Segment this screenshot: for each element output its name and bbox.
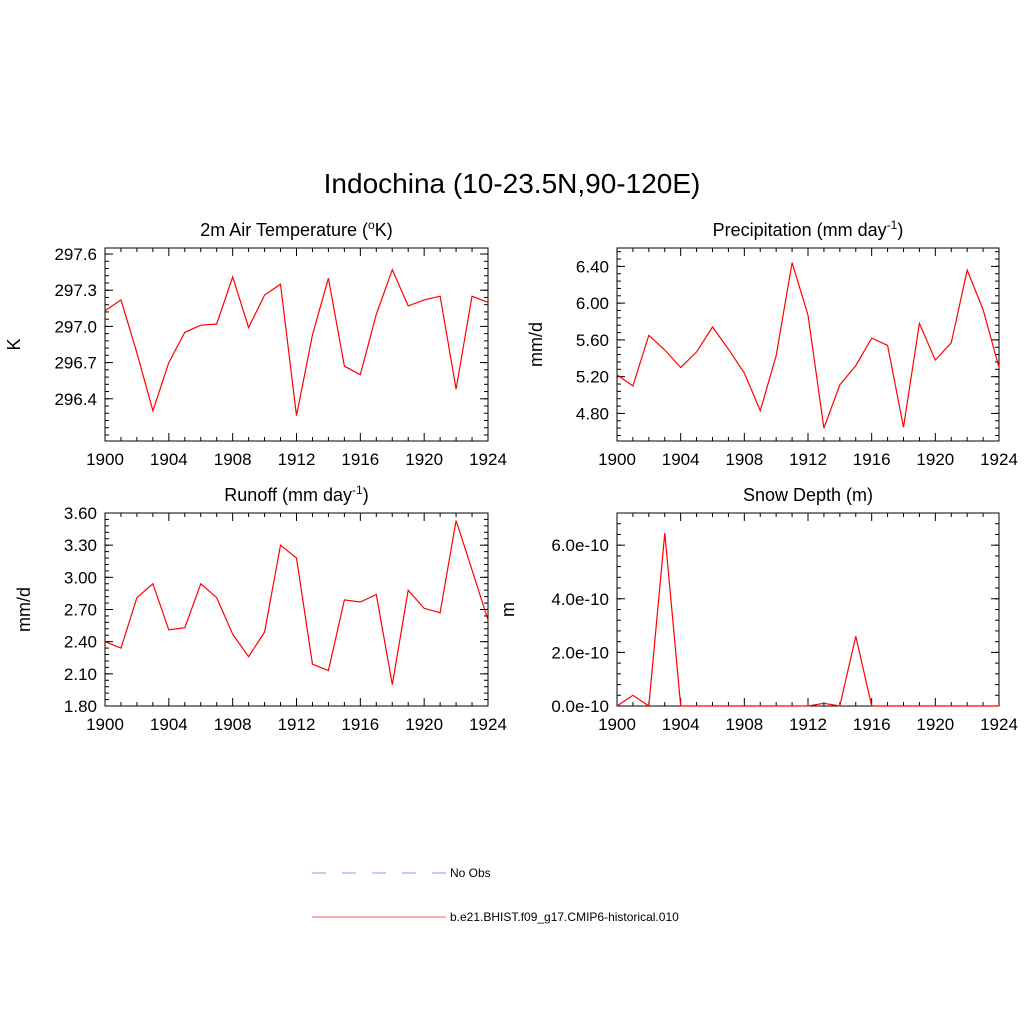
y-tick-label: 5.20 — [576, 368, 609, 387]
y-tick-label: 296.7 — [54, 354, 97, 373]
x-tick-label: 1908 — [725, 715, 763, 734]
y-tick-label: 0.0e-10 — [551, 697, 609, 716]
x-tick-label: 1904 — [662, 450, 700, 469]
x-tick-label: 1912 — [789, 450, 827, 469]
panel-title: Snow Depth (m) — [743, 485, 873, 505]
y-tick-label: 297.6 — [54, 245, 97, 264]
y-tick-label: 4.0e-10 — [551, 590, 609, 609]
legend-label-model: b.e21.BHIST.f09_g17.CMIP6-historical.010 — [450, 910, 679, 924]
x-tick-label: 1924 — [469, 450, 507, 469]
x-tick-label: 1900 — [86, 715, 124, 734]
x-tick-label: 1924 — [980, 715, 1018, 734]
x-tick-label: 1924 — [980, 450, 1018, 469]
panel-runoff: 1900 1904 1908 1912 1916 1920 1924 3.60 3.30 3.00… — [14, 483, 507, 734]
panel-title: Runoff (mm day-1) — [224, 483, 368, 505]
x-tick-label: 1924 — [469, 715, 507, 734]
series-line — [616, 533, 999, 708]
x-tick-label: 1912 — [278, 715, 316, 734]
panel-snow-depth: 1900 1904 1908 1912 1916 1920 1924 6.0e-10 4.0e-… — [498, 485, 1018, 734]
y-tick-label: 297.3 — [54, 281, 97, 300]
x-tick-label: 1904 — [150, 450, 188, 469]
y-axis-label: K — [4, 338, 24, 350]
series-line — [104, 520, 489, 685]
y-tick-label: 6.00 — [576, 294, 609, 313]
y-axis-label: m — [498, 602, 518, 617]
x-tick-label: 1900 — [86, 450, 124, 469]
panel-precipitation: 1900 1904 1908 1912 1916 1920 1924 6.40 6.00 5.60… — [526, 218, 1018, 469]
x-tick-label: 1904 — [662, 715, 700, 734]
panel-title: Precipitation (mm day-1) — [713, 218, 904, 240]
y-axis-label: mm/d — [526, 322, 546, 367]
plot-frame — [616, 247, 1000, 442]
x-tick-label: 1900 — [598, 715, 636, 734]
x-tick-label: 1920 — [916, 715, 954, 734]
x-tick-label: 1912 — [789, 715, 827, 734]
x-tick-label: 1920 — [405, 450, 443, 469]
panel-title: 2m Air Temperature (oK) — [200, 218, 392, 240]
y-tick-label: 297.0 — [54, 317, 97, 336]
x-tick-label: 1908 — [214, 450, 252, 469]
x-tick-label: 1908 — [214, 715, 252, 734]
y-tick-label: 2.70 — [64, 601, 97, 620]
y-tick-label: 2.10 — [64, 665, 97, 684]
y-tick-label: 3.00 — [64, 568, 97, 587]
x-tick-label: 1920 — [405, 715, 443, 734]
y-axis-label: mm/d — [14, 587, 34, 632]
series-line — [104, 268, 489, 416]
x-tick-label: 1916 — [853, 450, 891, 469]
figure-title: Indochina (10-23.5N,90-120E) — [323, 168, 701, 199]
series-line — [616, 262, 1000, 429]
y-tick-label: 296.4 — [54, 390, 97, 409]
y-tick-label: 2.0e-10 — [551, 643, 609, 662]
y-tick-label: 4.80 — [576, 404, 609, 423]
y-tick-label: 3.30 — [64, 536, 97, 555]
panel-temperature: 1900 1904 1908 1912 1916 1920 1924 297.6 297.3 29… — [4, 218, 507, 469]
plot-frame — [616, 512, 1000, 707]
y-tick-label: 2.40 — [64, 633, 97, 652]
x-tick-label: 1900 — [598, 450, 636, 469]
x-tick-label: 1916 — [341, 715, 379, 734]
x-tick-label: 1912 — [278, 450, 316, 469]
legend: No Obs b.e21.BHIST.f09_g17.CMIP6-histori… — [312, 866, 679, 924]
x-tick-label: 1920 — [916, 450, 954, 469]
x-tick-label: 1916 — [341, 450, 379, 469]
y-tick-label: 3.60 — [64, 504, 97, 523]
y-tick-label: 5.60 — [576, 331, 609, 350]
x-tick-label: 1916 — [853, 715, 891, 734]
x-tick-label: 1904 — [150, 715, 188, 734]
legend-label-no-obs: No Obs — [450, 866, 491, 880]
y-tick-label: 6.0e-10 — [551, 536, 609, 555]
x-tick-label: 1908 — [725, 450, 763, 469]
y-tick-label: 6.40 — [576, 257, 609, 276]
y-tick-label: 1.80 — [64, 697, 97, 716]
